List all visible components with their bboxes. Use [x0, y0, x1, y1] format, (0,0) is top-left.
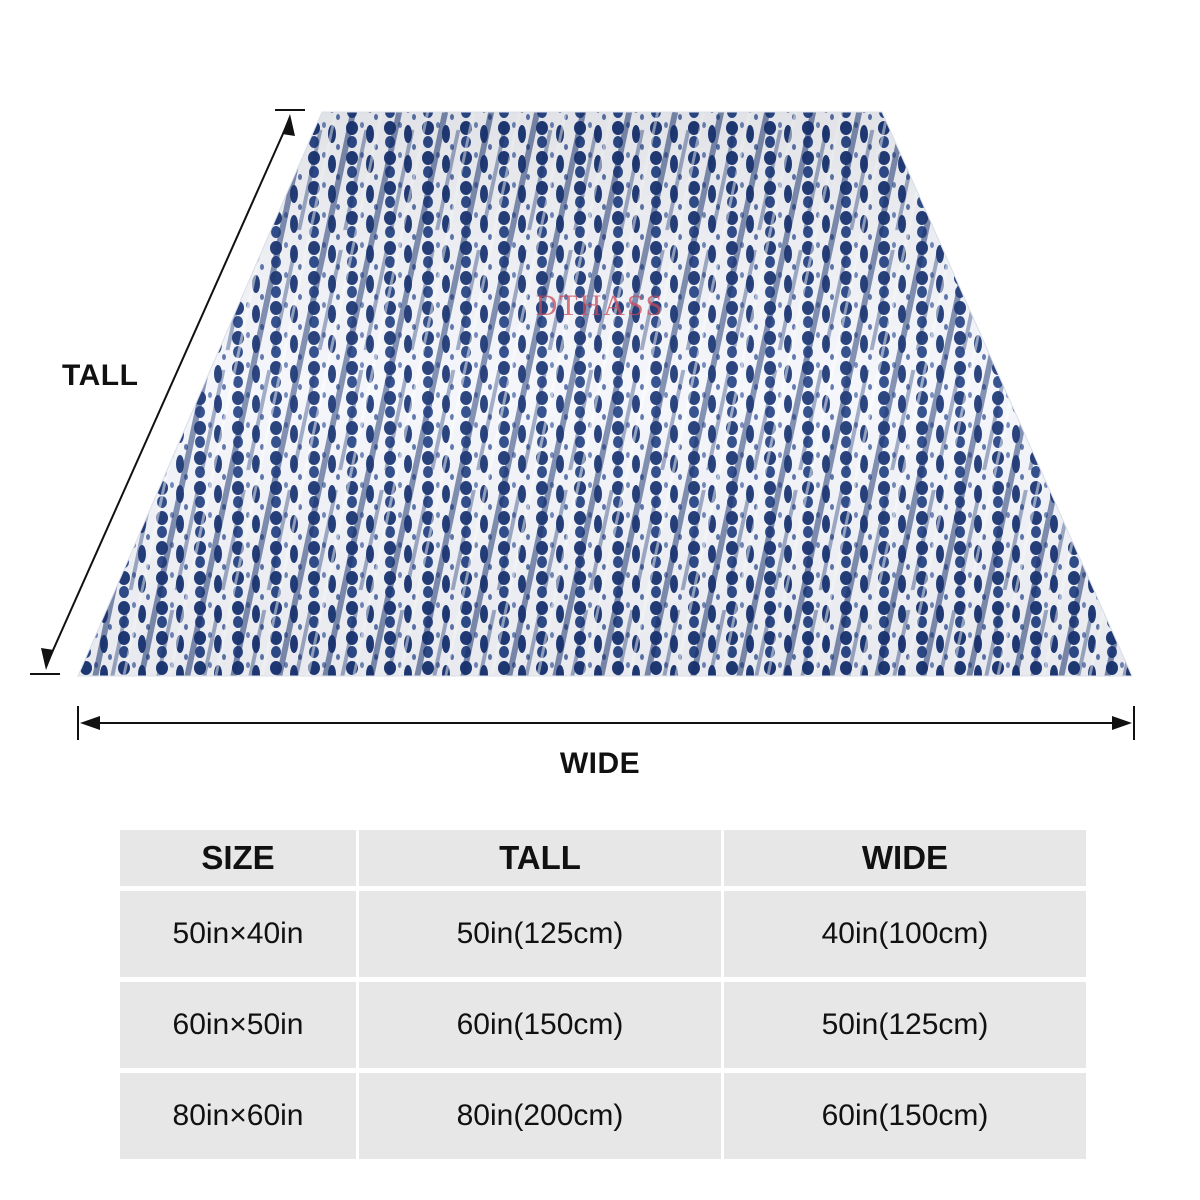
row-1-tall: 50in(125cm) — [359, 891, 721, 977]
size-table: SIZE TALL WIDE 50in×40in 50in(125cm) 40i… — [120, 830, 1086, 1160]
header-wide: WIDE — [724, 830, 1086, 886]
tall-dimension-arrow — [30, 109, 305, 675]
tall-label: TALL — [62, 359, 139, 392]
row-1-wide: 40in(100cm) — [724, 891, 1086, 977]
row-2-tall: 60in(150cm) — [359, 982, 721, 1068]
product-illustration: DTHASS — [30, 109, 1135, 740]
wide-dimension-arrow — [77, 706, 1135, 740]
row-2-size: 60in×50in — [120, 982, 356, 1068]
header-tall: TALL — [359, 830, 721, 886]
watermark-logo: DTHASS — [536, 289, 665, 322]
row-1-size: 50in×40in — [120, 891, 356, 977]
wide-label: WIDE — [559, 747, 641, 780]
row-3-tall: 80in(200cm) — [359, 1073, 721, 1159]
row-2-wide: 50in(125cm) — [724, 982, 1086, 1068]
row-3-wide: 60in(150cm) — [724, 1073, 1086, 1159]
row-3-size: 80in×60in — [120, 1073, 356, 1159]
blanket-image — [77, 111, 1133, 677]
header-size: SIZE — [120, 830, 356, 886]
